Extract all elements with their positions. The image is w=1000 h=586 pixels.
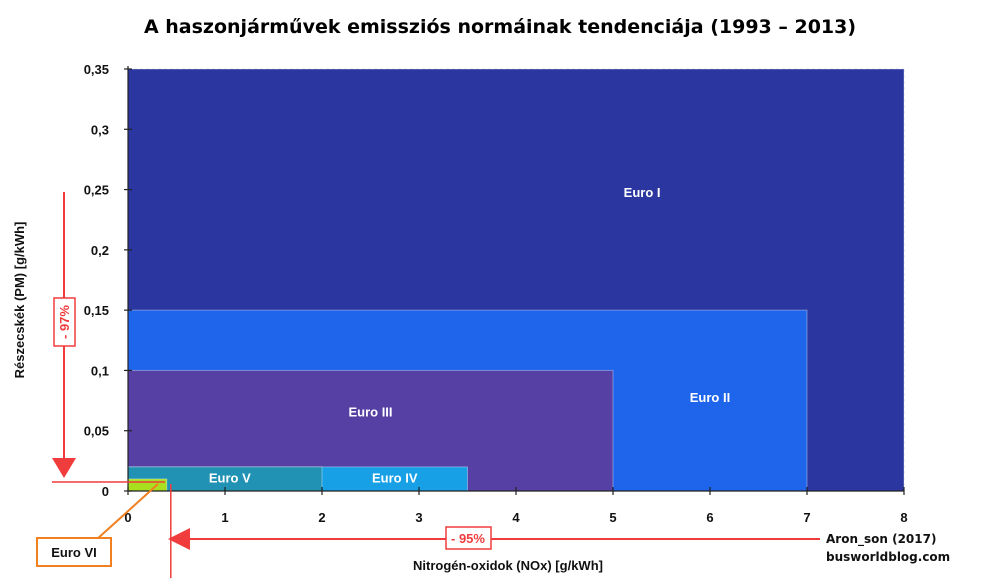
nox-reduction-label: - 95% [451, 531, 485, 546]
chart-title: A haszonjárművek emissziós normáinak ten… [143, 16, 857, 38]
y-tick-label: 0 [102, 484, 109, 499]
pm-arrow-head [52, 458, 76, 478]
y-tick-label: 0,25 [84, 183, 109, 198]
y-tick-label: 0,1 [91, 363, 109, 378]
rect-euro-vi [127, 478, 168, 492]
label-euro-iv: Euro IV [372, 471, 418, 486]
x-tick-label: 0 [124, 510, 131, 525]
euro6-callout-line [95, 483, 159, 541]
nox-arrow-head [168, 528, 190, 550]
x-tick-label: 1 [221, 510, 228, 525]
nox-reduction-box [445, 526, 492, 550]
x-tick-label: 4 [512, 510, 520, 525]
pm-reduction-box [53, 297, 76, 347]
x-tick-label: 6 [706, 510, 713, 525]
label-euro-i: Euro I [624, 185, 661, 200]
label-euro-vi: Euro VI [51, 545, 97, 560]
y-tick-label: 0,15 [84, 303, 109, 318]
x-tick-label: 5 [609, 510, 616, 525]
x-tick-label: 8 [900, 510, 907, 525]
x-tick-label: 2 [318, 510, 325, 525]
label-euro-iii: Euro III [348, 404, 392, 419]
y-tick-label: 0,05 [84, 424, 109, 439]
y-tick-label: 0,2 [91, 243, 109, 258]
x-tick-label: 3 [415, 510, 422, 525]
x-axis-title: Nitrogén-oxidok (NOx) [g/kWh] [413, 558, 603, 573]
euro6-callout-box [36, 537, 112, 567]
pm-reduction-label: - 97% [57, 305, 72, 339]
y-tick-label: 0,3 [91, 122, 109, 137]
label-euro-v: Euro V [209, 471, 251, 486]
y-axis-title: Részecskék (PM) [g/kWh] [12, 222, 27, 379]
chart-credit: Aron_son (2017) busworldblog.com [826, 530, 950, 566]
label-euro-ii: Euro II [690, 390, 730, 405]
y-tick-label: 0,35 [84, 62, 109, 77]
x-tick-label: 7 [803, 510, 810, 525]
credit-site: busworldblog.com [826, 550, 951, 564]
credit-author: Aron_son (2017) [826, 532, 937, 546]
